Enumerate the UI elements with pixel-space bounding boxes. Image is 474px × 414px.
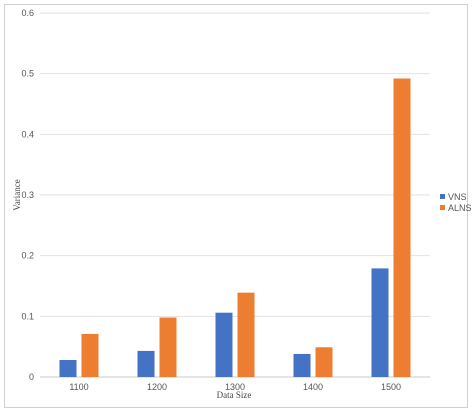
bar-alns-1100 bbox=[81, 333, 99, 377]
bar-vns-1400 bbox=[293, 353, 311, 377]
chart-frame bbox=[4, 4, 468, 408]
legend-swatch-alns bbox=[440, 205, 445, 210]
x-tick-label: 1100 bbox=[69, 382, 88, 392]
x-axis-title: Data Size bbox=[217, 390, 252, 400]
legend-label-vns: VNS bbox=[448, 192, 467, 202]
bar-vns-1200 bbox=[137, 350, 155, 377]
bar-alns-1200 bbox=[159, 317, 177, 377]
bar-alns-1300 bbox=[237, 292, 255, 377]
legend-swatch-vns bbox=[440, 194, 445, 199]
bars bbox=[59, 78, 411, 378]
y-tick-label: 0.5 bbox=[21, 69, 34, 79]
x-tick-label: 1200 bbox=[147, 382, 167, 392]
y-tick-label: 0.4 bbox=[21, 129, 34, 139]
y-tick-label: 0.1 bbox=[21, 311, 34, 321]
legend-label-alns: ALNS bbox=[448, 203, 472, 213]
bar-vns-1300 bbox=[215, 312, 233, 377]
x-tick-label: 1500 bbox=[381, 382, 401, 392]
y-tick-label: 0 bbox=[29, 372, 34, 382]
y-tick-label: 0.2 bbox=[21, 251, 34, 261]
x-tick-label: 1400 bbox=[303, 382, 323, 392]
y-tick-labels: 0 0.1 0.2 0.3 0.4 0.5 0.6 bbox=[21, 8, 34, 382]
bar-alns-1500 bbox=[393, 78, 411, 378]
bar-alns-1400 bbox=[315, 347, 333, 377]
x-tick-labels: 1100 1200 1300 1400 1500 bbox=[69, 382, 401, 392]
y-tick-label: 0.6 bbox=[21, 8, 34, 18]
bar-vns-1500 bbox=[371, 268, 389, 377]
y-axis-title: Variance bbox=[12, 179, 22, 210]
bar-vns-1100 bbox=[59, 360, 77, 377]
gridlines bbox=[40, 12, 430, 378]
x-tick-label: 1300 bbox=[225, 382, 245, 392]
y-tick-label: 0.3 bbox=[21, 190, 34, 200]
